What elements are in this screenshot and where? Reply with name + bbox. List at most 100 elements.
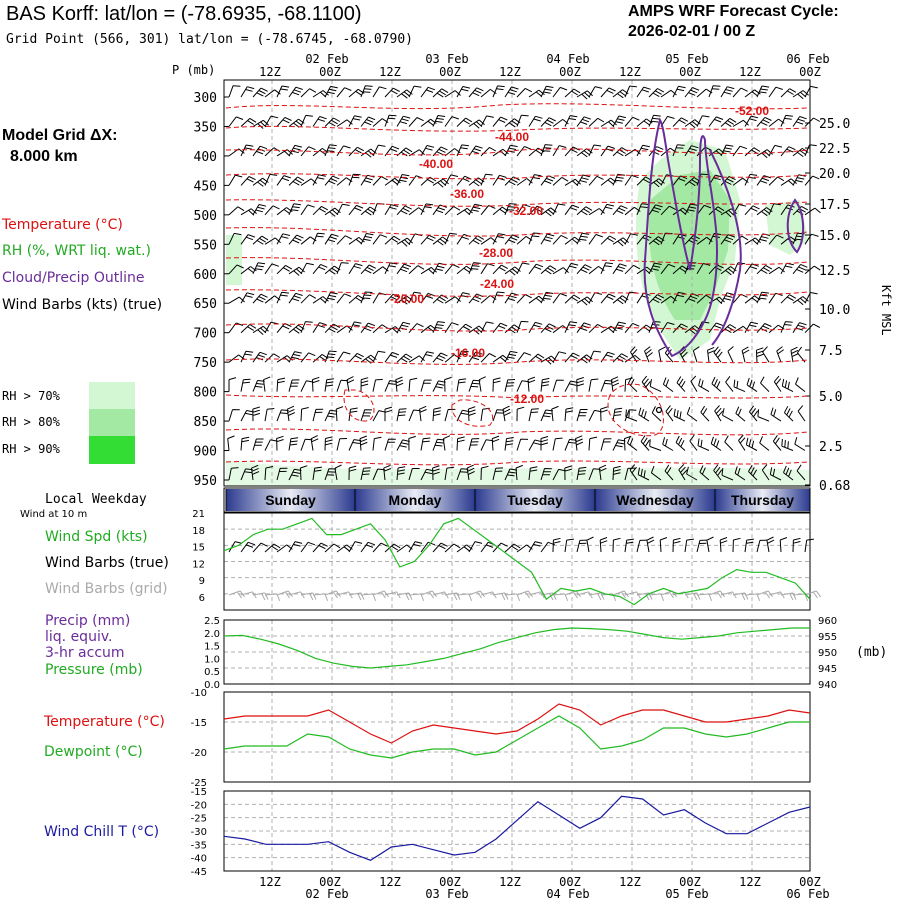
surface-wind-barb-true [696,539,708,553]
wind-barb-profile [408,468,420,481]
wind-barb-profile [432,465,440,481]
wind-barb-profile [686,407,698,422]
wind-barb-profile [773,375,782,392]
wind-barb-profile [300,352,316,363]
wind-barb-profile [540,207,557,217]
wind-barb-profile [780,262,794,275]
wind-barb-profile [372,203,385,215]
wind-barb-profile [492,354,509,363]
wind-barb-profile [444,354,461,363]
surface-wind-barb-true [624,538,634,553]
bottom-date-label: 02 Feb [305,887,348,900]
wind-barb-profile [792,232,805,245]
wind-barb-profile [312,322,327,333]
wind-barb-profile [468,262,481,274]
wind-barb-profile [312,174,326,186]
wind-speed-tick: 21 [192,509,205,520]
weekday-band [475,489,595,511]
top-hour-label: 12Z [259,65,281,79]
wind-barb-profile [540,468,552,481]
wind-barb-profile [396,408,407,422]
wind-barb-profile [515,464,523,481]
wind-barb-profile [540,377,550,392]
wc-frame [223,790,811,872]
wind-barb-profile [456,175,472,186]
wind-barb-profile [432,178,449,188]
wind-barb-profile [348,407,358,422]
wind-barb-profile [552,437,563,451]
weekday-label: Wednesday [616,492,694,508]
wind-barb-profile [732,145,748,157]
wind-barb-profile [300,438,313,451]
wind-barb-profile [516,146,532,157]
wind-barb-profile [708,322,724,333]
wind-barb-profile [288,266,305,276]
wind-barb-profile [630,346,638,363]
wind-barb-profile [684,325,701,335]
wind-barb-profile [627,436,638,451]
legend-wind-spd: Wind Spd (kts) [45,529,148,545]
height-tick-label: 22.5 [819,142,850,157]
wind-speed-tick: 18 [192,526,205,537]
precip-tick: 2.0 [204,629,220,640]
surface-wind-barb-true [659,537,668,553]
temperature-contour [607,383,664,437]
surface-wind-barb-grid [732,592,749,601]
wind-barb-profile [264,439,278,451]
wind-barb-profile [492,206,509,216]
pressure-tick-label: 650 [194,297,217,312]
windchill-tick: -20 [191,800,207,811]
wind-barb-profile [444,466,455,481]
wind-barb-profile [690,375,698,392]
wind-speed-tick: 12 [192,559,205,570]
pressure-right-tick: 960 [818,616,837,627]
wind-barb-profile [408,85,422,98]
wind-barb-profile [756,323,772,334]
wind-barb-profile [348,115,362,127]
temperature-contour [225,103,809,110]
wind-barb-profile [420,351,435,363]
wind-barb-profile [744,89,761,98]
wind-barb-profile [252,406,261,422]
wind-barb-profile [780,321,793,333]
wind-barb-profile [432,262,447,275]
wind-barb-profile [228,467,239,481]
wind-barb-profile [324,85,338,98]
pressure-right-tick: 955 [818,632,837,643]
wind-barb-profile [699,465,710,481]
wind-barb-profile [336,119,353,127]
tp-frame [223,691,811,783]
wind-barb-profile [444,174,459,186]
surface-wind-barb-grid [444,592,461,601]
wind-barb-profile [804,323,821,334]
top-date-label: 06 Feb [786,52,829,66]
wind-barb-profile [540,175,556,186]
wind-barb-profile [360,377,369,392]
wind-barb-profile [502,405,511,422]
wind-barb-profile [612,353,629,363]
wind-barb-profile [372,378,383,392]
wind-barb-profile [383,464,391,481]
cross-section-frame [223,79,811,487]
wind-barb-profile [240,86,255,98]
p-axis-label: P (mb) [172,63,215,77]
wind-barb-profile [324,350,337,363]
wind-barb-profile [408,265,425,275]
wind-barb-profile [689,434,698,451]
top-date-label: 03 Feb [425,52,468,66]
wind-barb-profile [396,147,413,157]
wind-barb-profile [360,409,373,422]
wind-barb-profile [648,321,661,333]
wind-barb-profile [516,262,530,275]
legend-rh: RH (%, WRT liq. wat.) [2,243,151,259]
windchill-tick: -45 [191,867,207,878]
surface-wind-barb-true [719,537,728,553]
wind-barb-profile [324,292,338,304]
wind-barb-profile [252,204,267,216]
pressure-tick-label: 300 [194,91,217,106]
wind-barb-profile [300,88,317,98]
wind-barb-profile [588,144,602,157]
wind-barb-profile [420,145,435,157]
wind-barb-profile [516,114,529,127]
top-date-label: 04 Feb [546,52,589,66]
